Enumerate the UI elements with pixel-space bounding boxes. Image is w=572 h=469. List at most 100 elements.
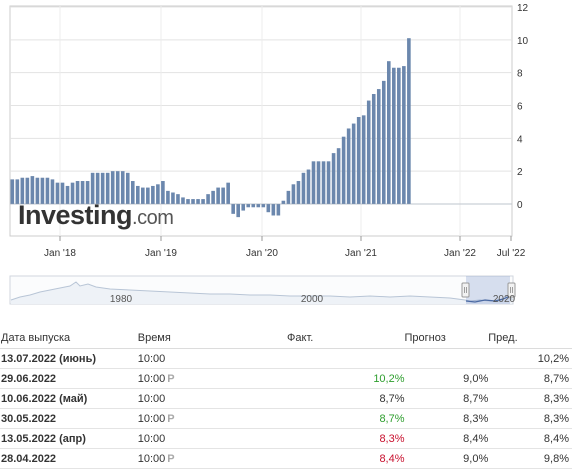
bar[interactable]	[281, 200, 286, 204]
previous-value: 10,2%	[488, 348, 572, 369]
actual-value: 10,2%	[287, 368, 405, 389]
bar[interactable]	[296, 181, 301, 204]
x-tick-label: Jul '22	[497, 248, 526, 259]
bar[interactable]	[306, 169, 311, 205]
bar[interactable]	[60, 182, 65, 204]
bar[interactable]	[266, 204, 271, 213]
bar[interactable]	[141, 187, 145, 204]
header-forecast[interactable]: Прогноз	[404, 328, 489, 349]
bar[interactable]	[326, 161, 331, 204]
bar[interactable]	[321, 161, 326, 204]
forecast-value: 8,4%	[404, 428, 489, 449]
bar[interactable]	[120, 171, 125, 204]
bar[interactable]	[186, 199, 190, 204]
table-row: 13.07.2022 (июнь) 10:00 10,2%	[0, 348, 572, 369]
bar[interactable]	[381, 80, 386, 204]
bar[interactable]	[221, 187, 225, 204]
bar[interactable]	[156, 184, 160, 204]
bar[interactable]	[15, 179, 20, 205]
bar[interactable]	[336, 148, 341, 204]
preliminary-icon[interactable]: P	[167, 452, 175, 465]
bar[interactable]	[161, 181, 165, 204]
navigator-handle[interactable]	[507, 282, 516, 298]
bar[interactable]	[176, 194, 180, 204]
bar[interactable]	[361, 115, 366, 204]
navigator[interactable]: 1980 2000 2020	[9, 275, 516, 305]
bar[interactable]	[376, 89, 381, 204]
preliminary-icon[interactable]: P	[167, 372, 175, 385]
x-tick-label: Jan '18	[44, 248, 76, 259]
bar[interactable]	[196, 199, 200, 204]
bar[interactable]	[85, 181, 90, 204]
header-time[interactable]: Время	[137, 328, 288, 349]
bar[interactable]	[20, 177, 25, 204]
bar[interactable]	[351, 123, 356, 204]
bar[interactable]	[151, 185, 155, 204]
preliminary-icon[interactable]: P	[167, 412, 175, 425]
bar[interactable]	[261, 204, 266, 208]
bar[interactable]	[130, 181, 135, 204]
bar[interactable]	[291, 184, 296, 204]
bar[interactable]	[271, 204, 276, 216]
bar[interactable]	[276, 204, 281, 216]
bar[interactable]	[251, 204, 256, 208]
bar[interactable]	[181, 197, 185, 204]
bar[interactable]	[50, 179, 55, 205]
bar[interactable]	[100, 172, 105, 204]
bar[interactable]	[246, 204, 251, 208]
bar[interactable]	[346, 128, 351, 204]
release-time: 10:00	[137, 372, 166, 385]
bar[interactable]	[90, 172, 95, 204]
bar[interactable]	[392, 67, 396, 205]
bar[interactable]	[115, 171, 120, 204]
bar[interactable]	[10, 179, 15, 205]
bar[interactable]	[146, 187, 150, 204]
bar[interactable]	[231, 204, 235, 214]
bar[interactable]	[371, 94, 376, 204]
header-actual[interactable]: Факт.	[287, 328, 405, 349]
bar[interactable]	[110, 171, 115, 204]
bar[interactable]	[35, 177, 40, 204]
bar[interactable]	[105, 172, 110, 204]
bar[interactable]	[211, 190, 215, 204]
bar[interactable]	[80, 181, 85, 204]
bar[interactable]	[236, 204, 240, 218]
header-previous[interactable]: Пред.	[488, 328, 572, 349]
bar[interactable]	[55, 182, 60, 204]
bar[interactable]	[216, 187, 220, 204]
bar[interactable]	[191, 199, 195, 204]
bar[interactable]	[311, 161, 316, 204]
bar[interactable]	[356, 116, 361, 204]
bar[interactable]	[316, 161, 321, 204]
bar[interactable]	[402, 66, 406, 204]
bar[interactable]	[40, 177, 45, 204]
bar[interactable]	[407, 38, 411, 204]
bar[interactable]	[125, 172, 130, 204]
bar[interactable]	[45, 177, 50, 204]
table-row: 13.05.2022 (апр) 10:00 8,3% 8,4% 8,4%	[0, 428, 572, 449]
bar[interactable]	[341, 136, 346, 204]
bar[interactable]	[25, 177, 30, 204]
bar[interactable]	[171, 192, 175, 204]
bar[interactable]	[286, 190, 291, 204]
bar[interactable]	[226, 182, 230, 204]
bar[interactable]	[241, 204, 246, 211]
bar[interactable]	[256, 204, 261, 208]
bar[interactable]	[75, 181, 80, 204]
bar[interactable]	[366, 100, 371, 204]
bar[interactable]	[201, 199, 205, 204]
bar[interactable]	[301, 172, 306, 204]
bar[interactable]	[166, 190, 170, 204]
bar[interactable]	[387, 61, 391, 205]
bar[interactable]	[65, 185, 70, 204]
bar[interactable]	[136, 185, 140, 204]
bar[interactable]	[397, 67, 401, 205]
bar[interactable]	[70, 182, 75, 204]
bar[interactable]	[331, 153, 336, 204]
bar[interactable]	[95, 172, 100, 204]
header-date[interactable]: Дата выпуска	[0, 328, 138, 349]
bar[interactable]	[206, 194, 210, 204]
navigator-handle[interactable]	[461, 282, 470, 298]
bar[interactable]	[30, 176, 35, 204]
